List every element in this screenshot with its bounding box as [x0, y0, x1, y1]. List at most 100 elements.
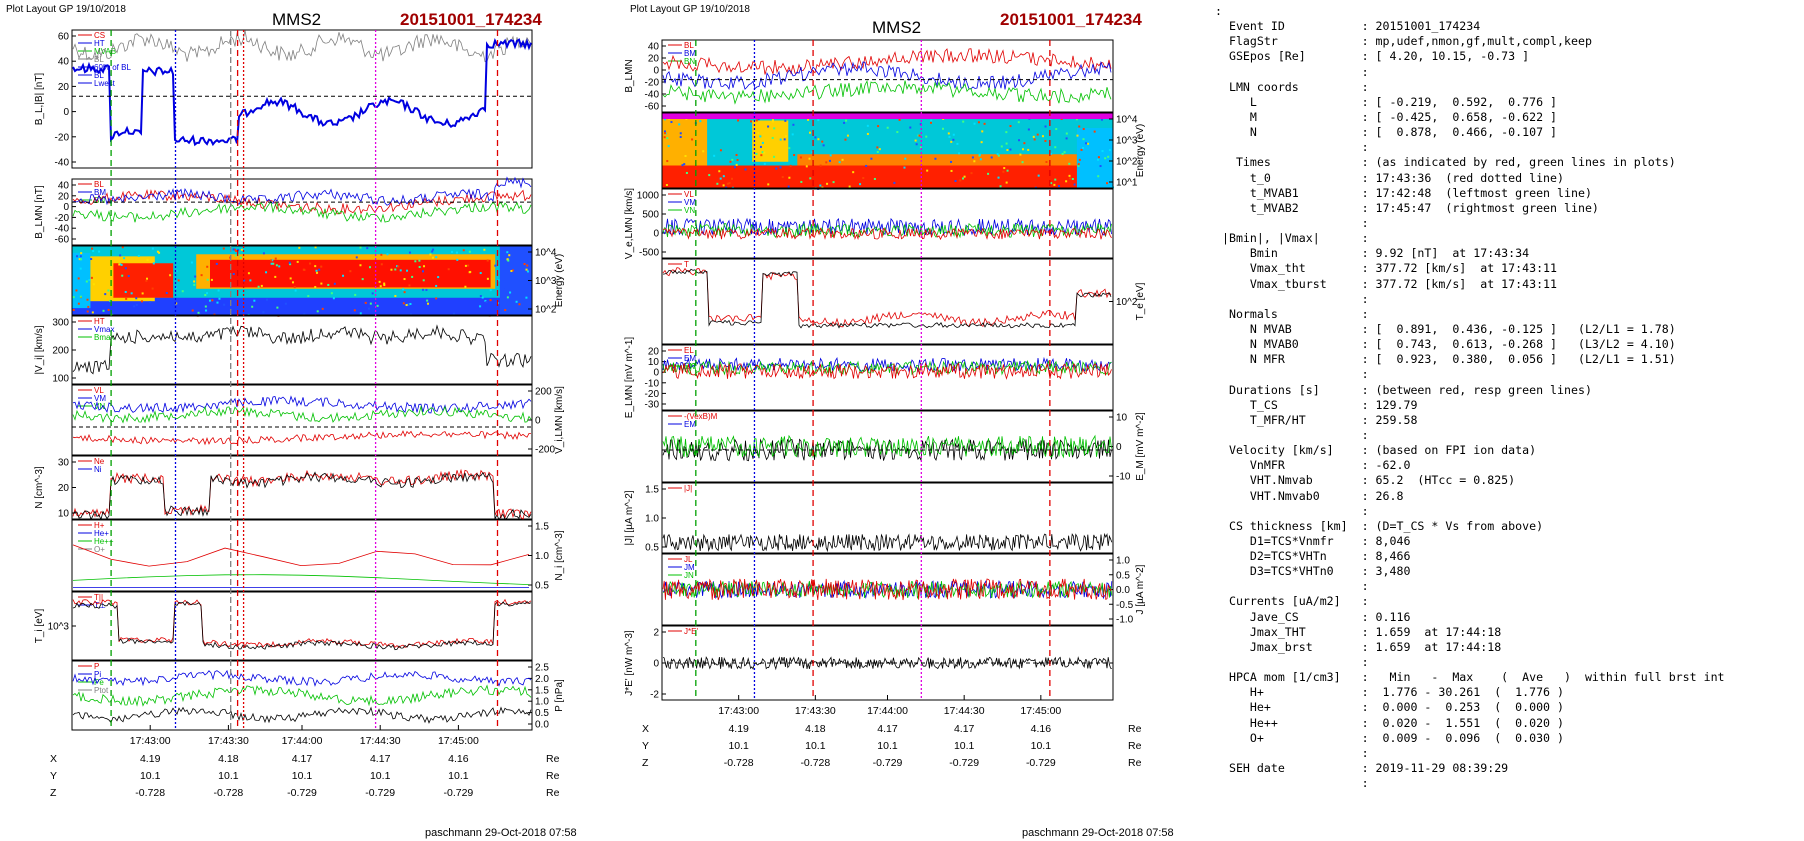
mid-figure: Plot Layout GP 19/10/2018 MMS2 20151001_…	[624, 4, 1174, 839]
spectrogram-pixel	[418, 265, 421, 268]
spectrogram-pixel	[708, 174, 711, 177]
spectrogram-pixel	[321, 307, 324, 310]
ephem-value: -0.729	[287, 787, 317, 799]
y-tick-label: 0	[653, 229, 659, 240]
spectrogram-pixel	[963, 175, 966, 178]
spectrogram-pixel	[793, 154, 796, 157]
spectrogram-pixel	[455, 251, 458, 254]
spectrogram-pixel	[809, 177, 812, 180]
spectrogram-pixel	[278, 265, 281, 268]
spectrogram-pixel	[501, 304, 504, 307]
spectrogram-pixel	[699, 120, 702, 123]
trace-green-Pi	[72, 684, 532, 707]
spectrogram-pixel	[205, 309, 208, 312]
spectrogram-pixel	[950, 169, 953, 172]
ephem-label: Z	[642, 757, 649, 769]
y-tick-label: 0.5	[535, 708, 549, 719]
spectrogram-pixel	[731, 158, 734, 161]
y-tick-label: 2	[653, 628, 659, 639]
spectrogram-pixel	[918, 134, 921, 137]
spectrogram-pixel	[156, 250, 159, 253]
legend-entry: Pe	[94, 678, 104, 687]
spectrogram-pixel	[1063, 151, 1066, 154]
spectrogram-pixel	[509, 291, 512, 294]
spectrogram-pixel	[123, 257, 126, 260]
spectrogram-pixel	[235, 249, 238, 252]
spectrogram-pixel	[151, 247, 154, 250]
info-line: :	[1215, 64, 1369, 79]
spectrogram-pixel	[289, 263, 292, 266]
spectrogram-pixel	[87, 305, 90, 308]
spectrogram-pixel	[508, 254, 511, 257]
spectrogram-pixel	[787, 185, 790, 188]
spectrogram-pixel	[1077, 164, 1080, 167]
spectrogram-pixel	[1097, 158, 1100, 161]
y-axis-label: E_LMN [mV m^-1]	[624, 337, 635, 419]
spectrogram-pixel	[843, 121, 846, 124]
spectrogram-pixel	[177, 279, 180, 282]
spectrogram-pixel	[845, 119, 848, 122]
info-line: :	[1215, 4, 1222, 18]
info-line: Velocity [km/s] : (based on FPI ion data…	[1215, 443, 1537, 458]
x-tick-label: 17:44:30	[360, 735, 401, 747]
info-line: HPCA mom [1/cm3] : Min - Max ( Ave ) wit…	[1215, 670, 1725, 685]
trace-black-Vi	[72, 324, 532, 375]
spectrogram-pixel	[759, 135, 762, 138]
info-line: Times : (as indicated by red, green line…	[1215, 155, 1676, 170]
spectrogram-pixel	[197, 311, 200, 314]
spectrogram-pixel	[681, 164, 684, 167]
spectrogram-block	[113, 263, 174, 298]
spectrogram-pixel	[405, 304, 408, 307]
spectrogram-pixel	[232, 248, 235, 251]
spectrogram-pixel	[865, 164, 868, 167]
spectrogram-pixel	[876, 146, 879, 149]
spectrogram-pixel	[763, 151, 766, 154]
spectrogram-pixel	[88, 279, 91, 282]
spectrogram-pixel	[1003, 167, 1006, 170]
y-tick-label: -60	[645, 102, 660, 113]
x-tick-label: 17:44:00	[867, 705, 908, 717]
spectrogram-pixel	[169, 274, 172, 277]
y-tick-label: -30	[645, 400, 660, 411]
event-markers	[110, 30, 499, 730]
spectrogram-pixel	[1082, 138, 1085, 141]
spectrogram-pixel	[683, 163, 686, 166]
panel-je: 2 0 -2 J*E' [nW m^-3] J*E'	[624, 625, 1114, 701]
spectrogram-pixel	[973, 122, 976, 125]
spectrogram-pixel	[999, 185, 1002, 188]
spectrogram-pixel	[506, 296, 509, 299]
spectrogram-pixel	[1071, 177, 1074, 180]
spectrogram-pixel	[961, 177, 964, 180]
legend-entry: MVAB	[94, 47, 116, 56]
spectrogram-block	[72, 252, 91, 309]
spectrogram-pixel	[511, 269, 514, 272]
spectrogram-pixel	[481, 296, 484, 299]
y-tick-label: 1.0	[645, 514, 659, 525]
spectrogram-pixel	[193, 283, 196, 286]
spectrogram-pixel	[121, 246, 124, 249]
legend-entry: VL	[94, 386, 104, 395]
y-tick-label: 1.0	[535, 697, 549, 708]
spectrogram-pixel	[355, 256, 358, 259]
y-tick-label: 20	[58, 191, 70, 202]
spectrogram-pixel	[500, 259, 503, 262]
spectrogram-pixel	[288, 261, 291, 264]
x-tick-label: 17:44:30	[944, 705, 985, 717]
y-tick-label: 40	[58, 181, 70, 192]
spectrogram-pixel	[78, 258, 81, 261]
spectrogram-pixel	[523, 263, 526, 266]
spectrogram-pixel	[79, 267, 82, 270]
spectrogram-pixel	[394, 295, 397, 298]
ephem-value: 4.16	[448, 753, 469, 765]
spectrogram-pixel	[775, 167, 778, 170]
panel-hpca: 1.5 1.0 0.5 N_i [cm^-3] H+He+He++O+	[71, 519, 565, 592]
spectrogram-pixel	[977, 121, 980, 124]
spectrogram-pixel	[1101, 150, 1104, 153]
spectrogram-pixel	[271, 259, 274, 262]
spectrogram-pixel	[175, 269, 178, 272]
spectrogram-pixel	[1027, 148, 1030, 151]
spectrogram-pixel	[429, 253, 432, 256]
left-ephemeris-table: X 4.19 4.18 4.17 4.17 4.16 Re Y 10.1 10.1 10.1 10.1…	[50, 753, 560, 799]
y-axis-label: N_i [cm^-3]	[554, 530, 565, 580]
spectrogram-pixel	[72, 308, 75, 311]
